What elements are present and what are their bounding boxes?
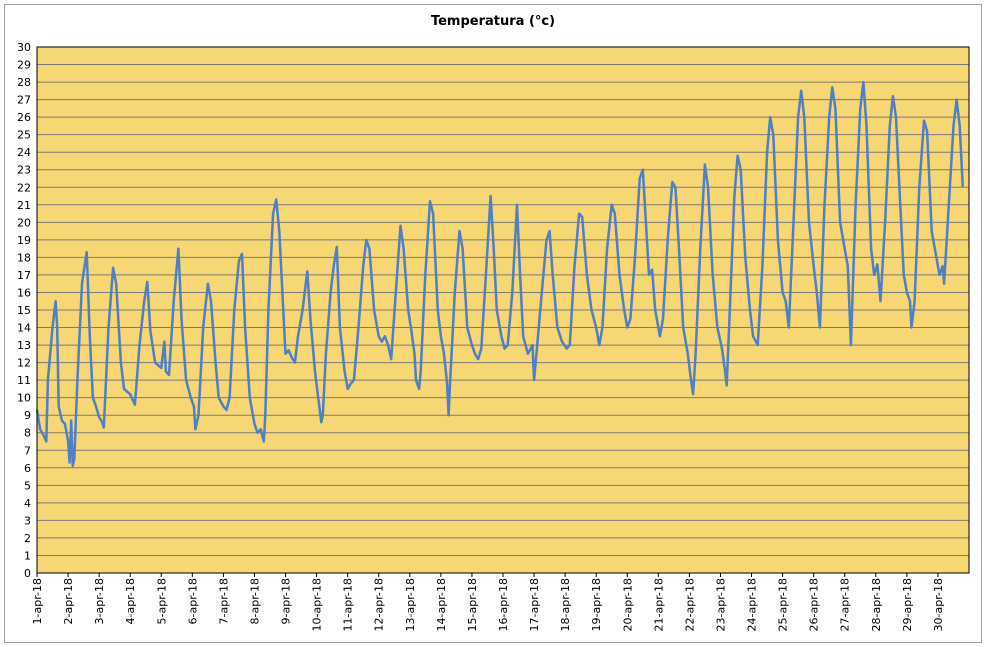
chart-title: Temperatura (°c) <box>430 14 556 29</box>
y-tick-label: 12 <box>17 357 31 370</box>
gridlines <box>37 46 969 574</box>
x-tick-label: 3-apr-18 <box>93 578 106 624</box>
y-tick-label: 13 <box>17 339 31 352</box>
y-tick-label: 15 <box>17 304 31 317</box>
x-tick-label: 6-apr-18 <box>186 578 199 624</box>
y-tick-label: 22 <box>17 181 31 194</box>
x-tick-label: 8-apr-18 <box>248 578 261 624</box>
y-tick-label: 24 <box>17 146 31 159</box>
x-tick-label: 20-apr-18 <box>621 578 634 631</box>
y-tick-label: 19 <box>17 234 31 247</box>
x-tick-label: 24-apr-18 <box>746 578 759 631</box>
y-tick-label: 26 <box>17 111 31 124</box>
x-tick-label: 7-apr-18 <box>217 578 230 624</box>
x-tick-label: 18-apr-18 <box>559 578 572 631</box>
y-tick-label: 10 <box>17 392 31 405</box>
y-tick-label: 3 <box>24 514 31 527</box>
y-tick-label: 23 <box>17 164 31 177</box>
x-tick-label: 5-apr-18 <box>155 578 168 624</box>
series-line-temperature <box>35 80 965 468</box>
y-tick-label: 9 <box>24 409 31 422</box>
x-tick-label: 14-apr-18 <box>435 578 448 631</box>
x-axis-ticks: 1-apr-18 2-apr-18 3-apr-18 4-apr-18 5-apr-18… <box>31 573 945 631</box>
y-tick-label: 14 <box>17 322 31 335</box>
y-tick-label: 7 <box>24 444 31 457</box>
x-tick-label: 22-apr-18 <box>683 578 696 631</box>
x-tick-label: 21-apr-18 <box>652 578 665 631</box>
y-tick-label: 27 <box>17 94 31 107</box>
y-tick-label: 25 <box>17 129 31 142</box>
x-tick-label: 4-apr-18 <box>124 578 137 624</box>
x-tick-label: 9-apr-18 <box>280 578 293 624</box>
x-tick-label: 23-apr-18 <box>714 578 727 631</box>
y-tick-label: 0 <box>24 567 31 580</box>
x-tick-label: 16-apr-18 <box>497 578 510 631</box>
x-tick-label: 15-apr-18 <box>466 578 479 631</box>
y-axis-ticks: 0123456789101112131415161718192021222324… <box>17 41 31 580</box>
x-tick-label: 1-apr-18 <box>31 578 44 624</box>
x-tick-label: 17-apr-18 <box>528 578 541 631</box>
y-tick-label: 29 <box>17 59 31 72</box>
y-tick-label: 17 <box>17 269 31 282</box>
x-tick-label: 2-apr-18 <box>62 578 75 624</box>
x-tick-label: 13-apr-18 <box>404 578 417 631</box>
y-tick-label: 21 <box>17 199 31 212</box>
x-tick-label: 12-apr-18 <box>373 578 386 631</box>
plot-border <box>36 46 970 574</box>
y-tick-label: 18 <box>17 251 31 264</box>
x-tick-label: 30-apr-18 <box>932 578 945 631</box>
x-tick-label: 27-apr-18 <box>839 578 852 631</box>
x-tick-label: 19-apr-18 <box>590 578 603 631</box>
y-tick-label: 16 <box>17 286 31 299</box>
x-tick-label: 28-apr-18 <box>870 578 883 631</box>
y-tick-label: 5 <box>24 479 31 492</box>
y-tick-label: 1 <box>24 549 31 562</box>
y-tick-label: 28 <box>17 76 31 89</box>
y-tick-label: 8 <box>24 427 31 440</box>
x-tick-label: 29-apr-18 <box>901 578 914 631</box>
x-tick-label: 11-apr-18 <box>342 578 355 631</box>
x-tick-label: 26-apr-18 <box>808 578 821 631</box>
y-tick-label: 11 <box>17 374 31 387</box>
y-tick-label: 4 <box>24 497 31 510</box>
y-tick-label: 30 <box>17 41 31 54</box>
x-tick-label: 10-apr-18 <box>311 578 324 631</box>
y-tick-label: 2 <box>24 532 31 545</box>
y-tick-label: 6 <box>24 462 31 475</box>
y-tick-label: 20 <box>17 216 31 229</box>
x-tick-label: 25-apr-18 <box>777 578 790 631</box>
